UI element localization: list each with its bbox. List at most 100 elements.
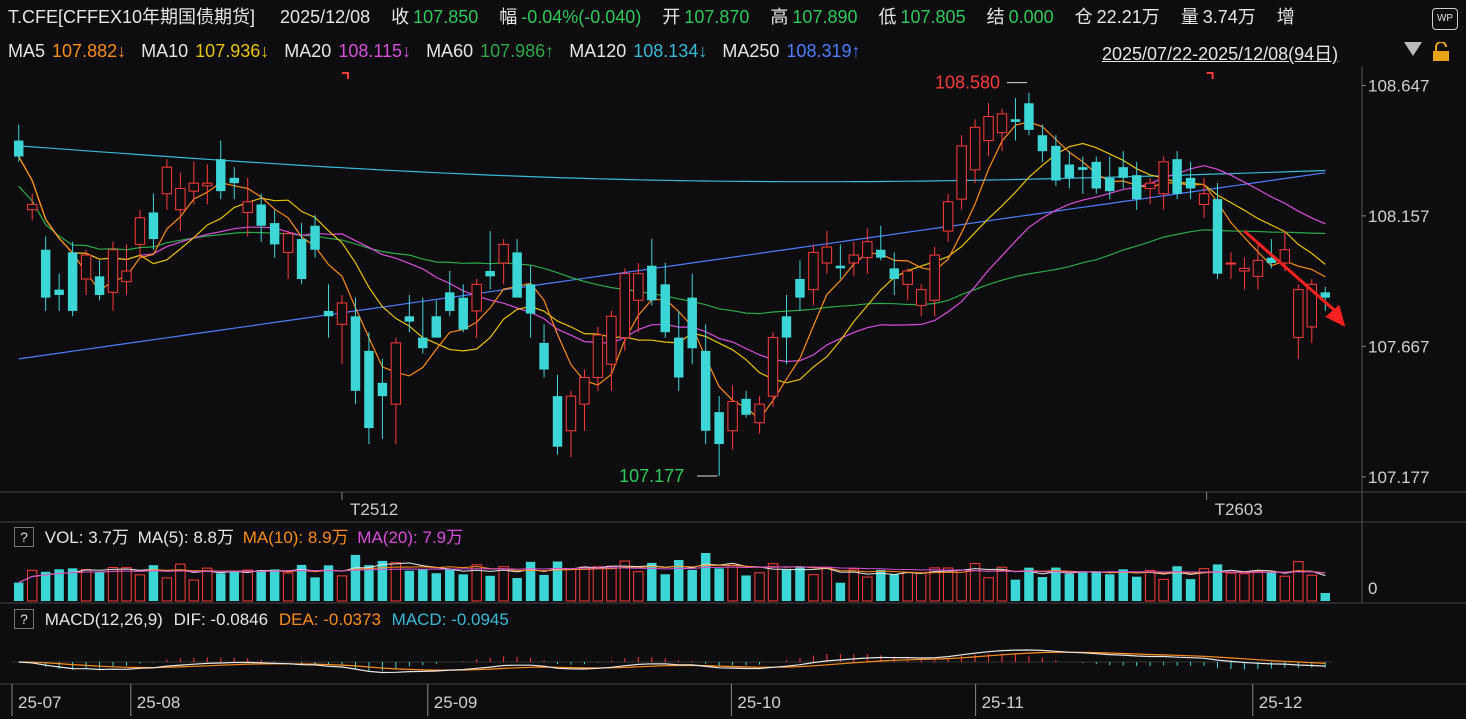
candle-body	[1144, 182, 1156, 189]
candle-body	[458, 297, 468, 330]
volume-bar	[1091, 571, 1101, 601]
candle-body	[80, 254, 92, 280]
low-label: 低	[878, 7, 897, 27]
macd-title: MACD(12,26,9)	[44, 610, 163, 629]
dropdown-arrow-icon[interactable]	[1404, 42, 1422, 56]
contract-marker-label: T2603	[1215, 500, 1263, 519]
candle-body	[418, 337, 428, 349]
volume-bar	[336, 575, 348, 602]
volume-bar	[445, 569, 455, 601]
ma10-line	[18, 142, 1326, 384]
open-label: 开	[662, 7, 681, 27]
candle-body	[969, 126, 981, 171]
volume-bar	[94, 572, 105, 601]
volume-bar	[242, 569, 253, 602]
help-icon[interactable]: ?	[14, 609, 34, 629]
volume-bar	[40, 571, 51, 601]
volume-bar	[1266, 571, 1277, 601]
candle-body	[942, 201, 954, 232]
candle-body	[121, 270, 132, 283]
price-axis: 108.647 108.157 107.667 107.177	[1362, 76, 1429, 487]
lock-icon[interactable]	[1430, 42, 1452, 62]
volume-bar	[148, 565, 159, 601]
ma60-label: MA60	[426, 41, 474, 61]
close-label: 收	[391, 7, 410, 27]
candle-body	[1239, 267, 1250, 272]
ma120-line	[18, 145, 1326, 183]
candle-body	[565, 395, 577, 432]
vol-ma10-label: MA(10):	[242, 528, 304, 547]
volume-bar	[1131, 576, 1142, 601]
candle-body	[1091, 161, 1101, 189]
candle-body	[767, 337, 779, 397]
ma60-line	[18, 185, 1326, 315]
ma5-value: 107.882↓	[52, 41, 127, 61]
candle-body	[902, 270, 913, 285]
low-annotation: 107.177	[619, 466, 684, 486]
volume-bar	[1293, 561, 1304, 602]
candle-body	[714, 412, 724, 445]
volume-bar	[915, 572, 927, 602]
candle-body	[175, 187, 186, 211]
volume-bar	[848, 568, 860, 602]
volume-value: 3.74万	[1202, 7, 1256, 27]
volume-bar	[80, 569, 92, 602]
help-icon[interactable]: ?	[14, 527, 34, 547]
vol-ma10-line	[18, 564, 1326, 584]
volume-bar	[471, 564, 482, 602]
candle-body	[161, 166, 173, 195]
volume-bar	[1239, 573, 1250, 602]
candle-body	[1320, 292, 1330, 298]
macd-legend: ? MACD(12,26,9) DIF: -0.0846 DEA: -0.037…	[14, 609, 509, 631]
date-range-selector[interactable]: 2025/07/22-2025/12/08(94日)	[1102, 44, 1339, 64]
wp-icon[interactable]: WP	[1432, 8, 1458, 30]
candle-body	[983, 116, 994, 142]
candle-body	[498, 243, 509, 264]
dif-label: DIF:	[173, 610, 206, 629]
ma10-label: MA10	[141, 41, 189, 61]
volume-bar	[1320, 592, 1330, 601]
open-interest-label: 仓	[1074, 7, 1093, 27]
volume-bar	[525, 561, 536, 601]
volume-bar	[754, 572, 765, 602]
volume-bar	[161, 577, 173, 602]
volume-label: 量	[1180, 7, 1199, 27]
candle-body	[1118, 167, 1128, 178]
candle-body	[1051, 145, 1061, 181]
volume-bar	[1078, 572, 1088, 601]
candle-body	[26, 203, 38, 211]
volume-bar	[902, 571, 913, 602]
volume-bar	[498, 566, 509, 602]
volume-bar	[660, 574, 670, 601]
volume-bar	[1172, 566, 1182, 601]
candle-body	[848, 254, 860, 264]
candle-body	[862, 241, 873, 259]
volume-bar	[107, 567, 119, 602]
vol-ma20-label: MA(20):	[357, 528, 418, 547]
candle-body	[727, 400, 738, 432]
volume-bar	[741, 575, 751, 601]
ma60-value: 107.986↑	[480, 41, 555, 61]
candle-body	[929, 254, 940, 301]
candle-body	[835, 265, 846, 269]
volume-bar	[269, 569, 280, 601]
volume-bar	[1158, 578, 1169, 602]
volume-bar	[552, 561, 563, 601]
contract-switch-marker	[342, 72, 349, 79]
volume-bar	[310, 577, 320, 601]
volume-bar	[134, 574, 146, 602]
candle-body	[552, 396, 563, 447]
symbol-title[interactable]: T.CFE[CFFEX10年期国债期货]	[8, 7, 256, 27]
date-axis: T2512 T2603 25-07 25-08 25-09 25-10 25-11 25-12	[11, 492, 1302, 716]
candle-body	[282, 233, 294, 253]
volume-bar	[296, 564, 307, 601]
candle-body	[404, 316, 415, 322]
vol-ma20-value: 7.9万	[422, 528, 464, 547]
candle-body	[148, 212, 159, 240]
candle-body	[1198, 193, 1210, 205]
ma250-value: 108.319↑	[786, 41, 861, 61]
volume-bar	[539, 574, 549, 601]
date-tick-label: 25-10	[737, 693, 780, 712]
volume-bar	[485, 575, 495, 601]
